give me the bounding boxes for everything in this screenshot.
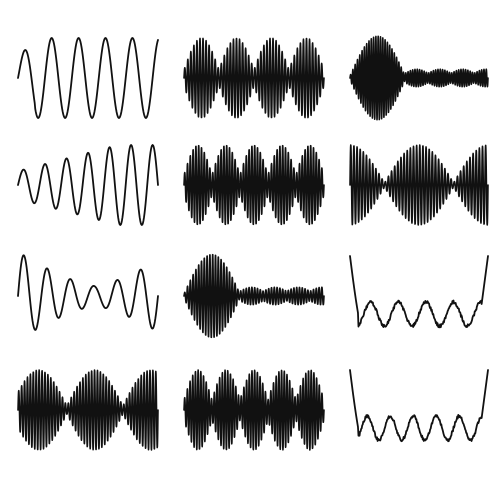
sound-wave-3-2: [183, 253, 325, 339]
sound-wave-4-2: [183, 369, 325, 451]
sound-wave-2-3: [349, 144, 489, 226]
sound-wave-1-2: [183, 37, 325, 119]
sound-wave-3-1: [17, 254, 159, 331]
sound-wave-2-1: [17, 144, 159, 226]
sound-wave-1-1: [17, 37, 159, 119]
sound-wave-3-3: [349, 255, 489, 329]
sound-wave-4-1: [17, 369, 159, 451]
sound-wave-1-3: [349, 35, 489, 121]
sound-wave-4-3: [349, 369, 489, 443]
sound-wave-2-2: [183, 144, 325, 226]
